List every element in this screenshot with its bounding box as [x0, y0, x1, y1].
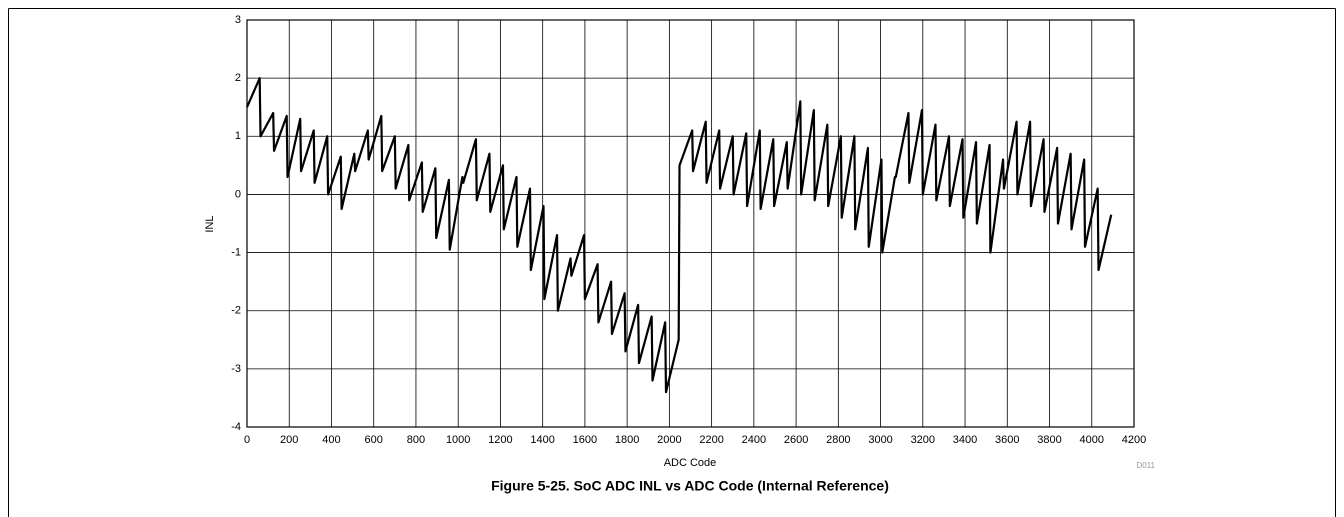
figure-caption: Figure 5-25. SoC ADC INL vs ADC Code (In…	[491, 478, 889, 494]
x-tick-label: 2400	[742, 434, 766, 446]
x-axis-label: ADC Code	[664, 457, 717, 469]
x-tick-label: 3000	[868, 434, 892, 446]
y-tick-label: -1	[231, 246, 241, 258]
x-tick-label: 800	[407, 434, 425, 446]
x-tick-label: 1600	[573, 434, 597, 446]
x-tick-label: 2600	[784, 434, 808, 446]
x-tick-label: 4000	[1080, 434, 1104, 446]
x-tick-label: 1000	[446, 434, 470, 446]
y-tick-label: 2	[235, 72, 241, 84]
x-tick-label: 3200	[911, 434, 935, 446]
figure-id: D011	[1136, 461, 1155, 470]
x-tick-label: 1200	[488, 434, 512, 446]
y-tick-label: 0	[235, 188, 241, 200]
y-tick-label: 3	[235, 14, 241, 26]
plot-border	[246, 19, 1135, 428]
x-tick-label: 2200	[699, 434, 723, 446]
x-tick-label: 200	[280, 434, 298, 446]
y-tick-label: -3	[231, 363, 241, 375]
x-tick-label: 0	[244, 434, 250, 446]
x-tick-label: 1400	[530, 434, 554, 446]
data-line	[245, 77, 1113, 394]
x-tick-label: 3600	[995, 434, 1019, 446]
x-tick-label: 600	[365, 434, 383, 446]
x-tick-label: 3400	[953, 434, 977, 446]
x-tick-label: 3800	[1037, 434, 1061, 446]
x-tick-label: 1800	[615, 434, 639, 446]
x-tick-label: 2000	[657, 434, 681, 446]
x-tick-label: 400	[322, 434, 340, 446]
y-axis-label: INL	[204, 215, 216, 232]
y-tick-label: 1	[235, 130, 241, 142]
y-tick-label: -2	[231, 305, 241, 317]
x-tick-label: 2800	[826, 434, 850, 446]
x-tick-label: 4200	[1122, 434, 1146, 446]
y-tick-label: -4	[231, 421, 241, 433]
